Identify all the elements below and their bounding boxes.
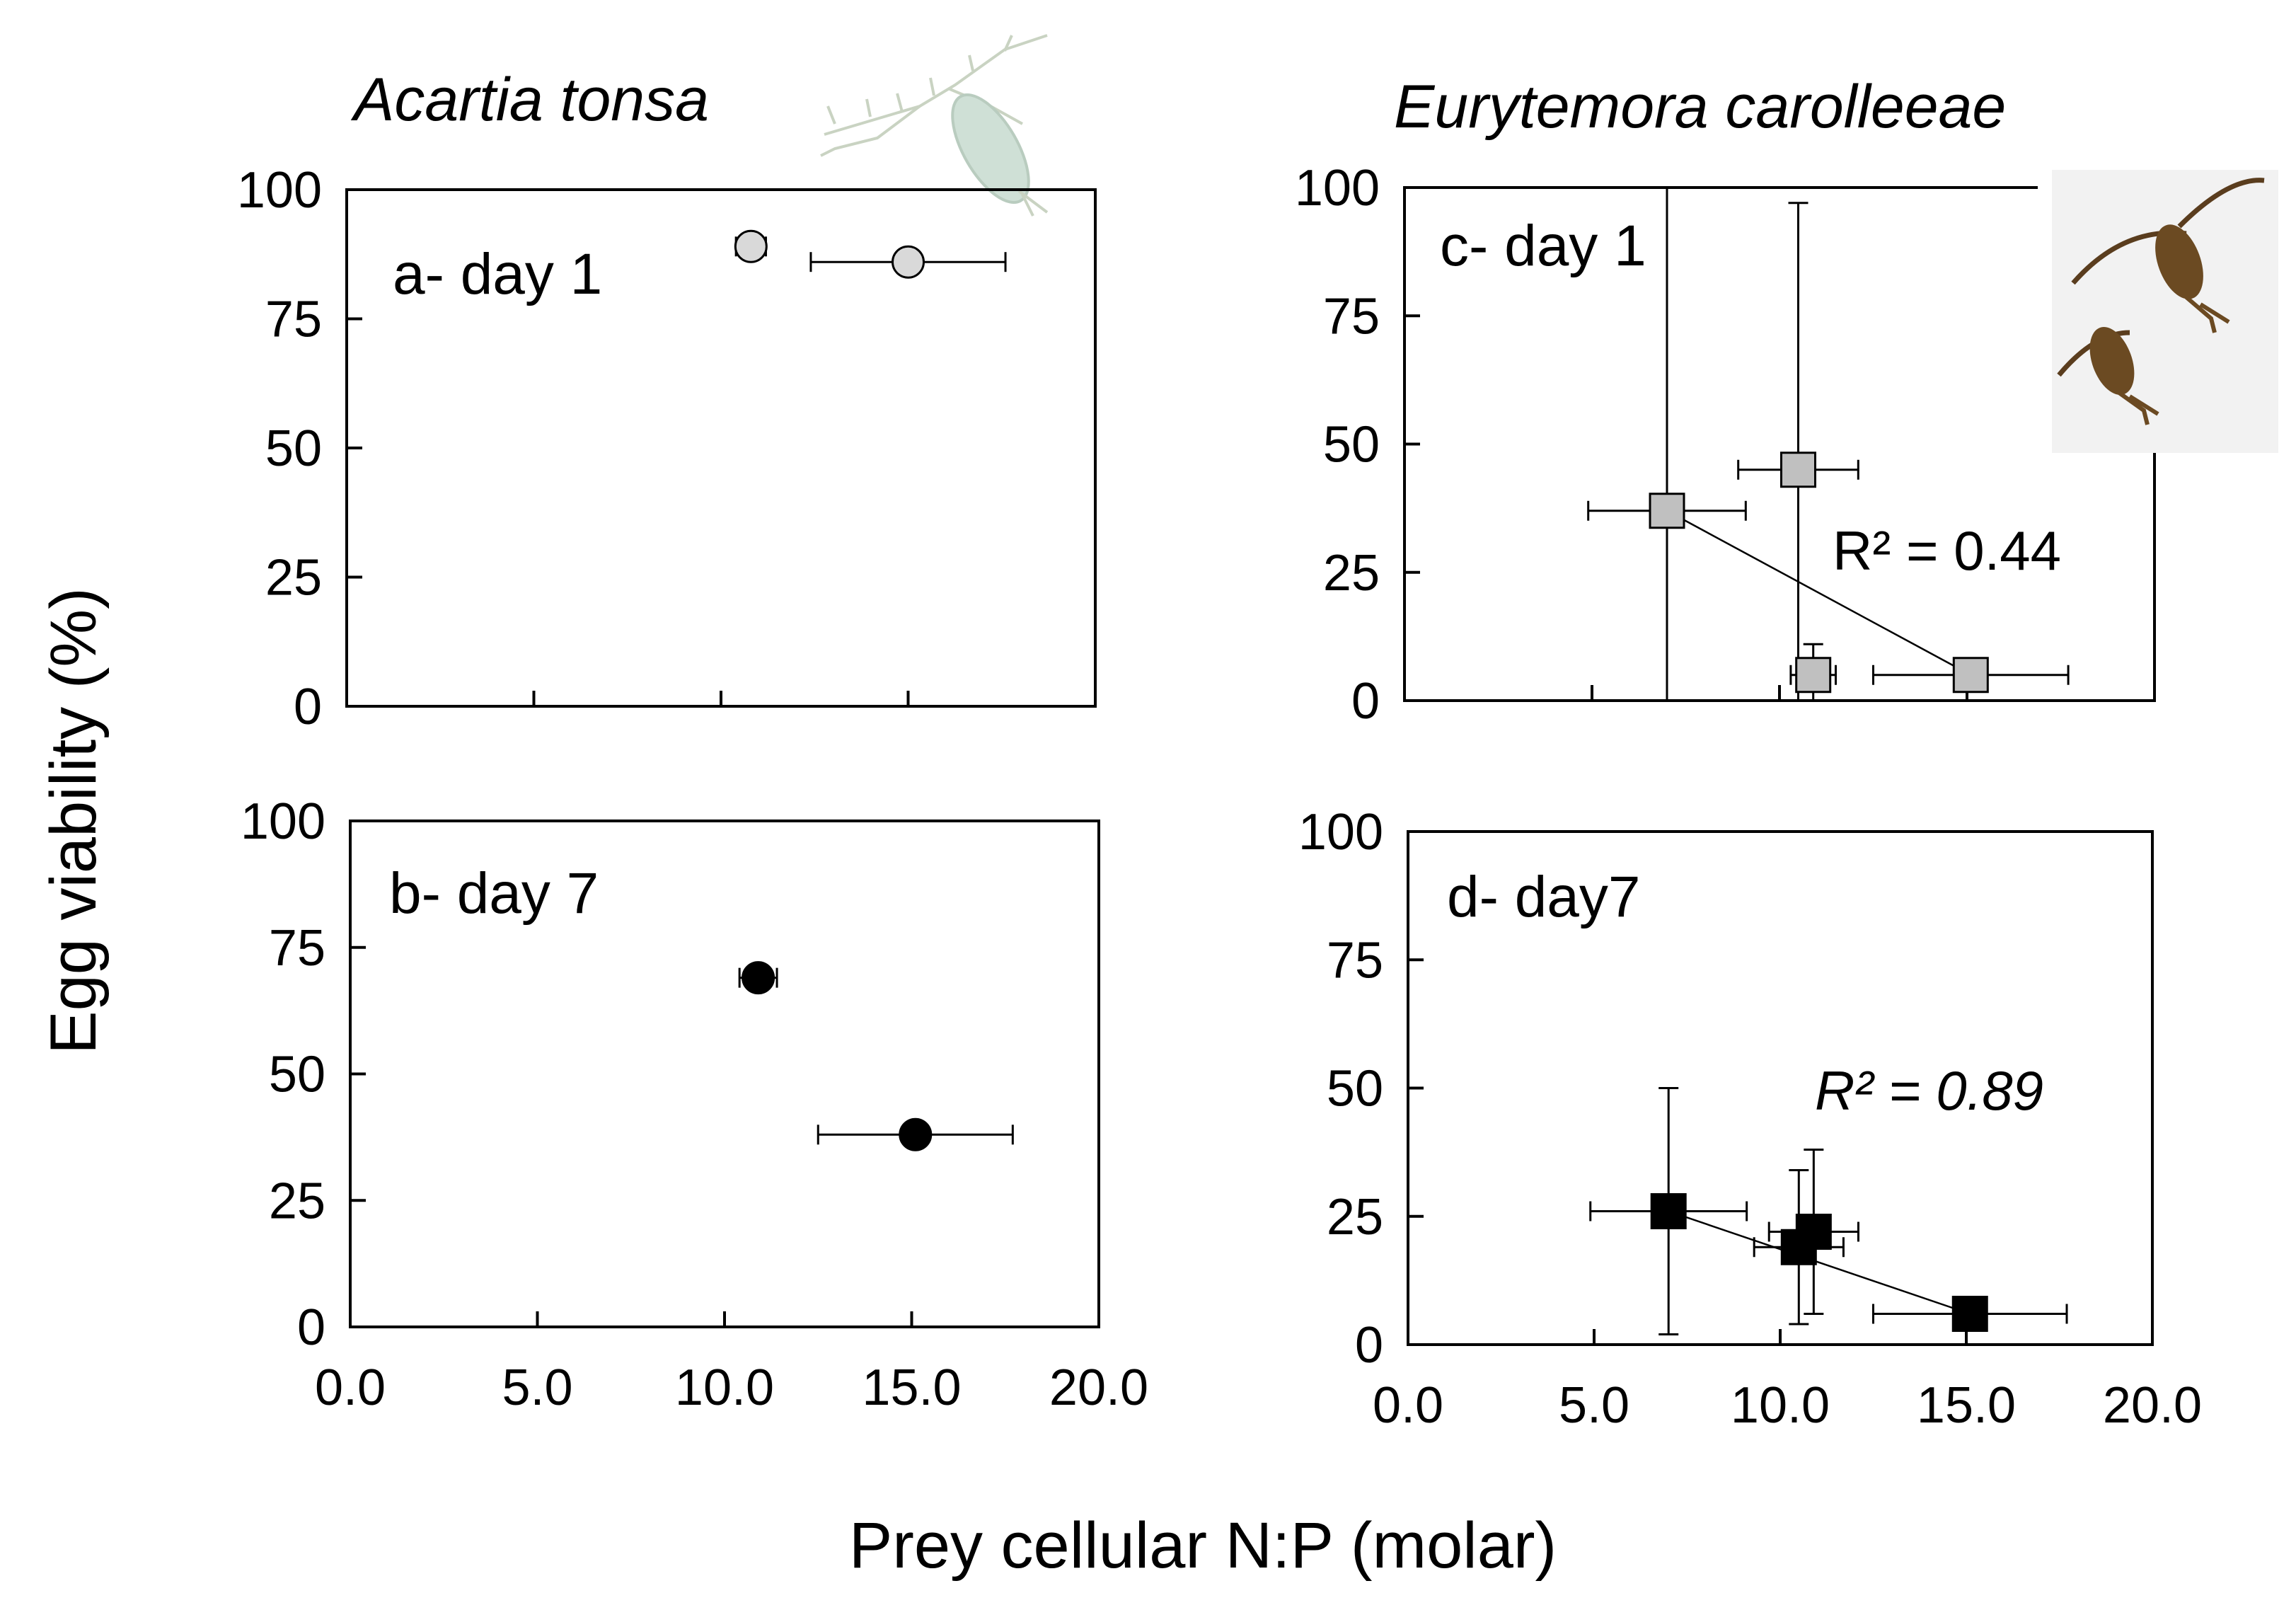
panel-c-label: c- day 1 [1440, 214, 1646, 278]
x-tick-label-b: 10.0 [675, 1359, 774, 1416]
y-tick-label-b: 100 [241, 793, 325, 850]
trendline-d [1668, 1210, 1971, 1315]
species-title-left: Acartia tonsa [350, 66, 709, 134]
acartia-copepod-icon [820, 34, 1049, 217]
y-tick-label-a: 50 [265, 420, 322, 477]
x-tick-label-d: 20.0 [2103, 1377, 2202, 1434]
y-tick-label-a: 0 [294, 679, 322, 735]
eurytemora-copepod-icon [2052, 170, 2278, 453]
x-tick-label-b: 5.0 [502, 1359, 572, 1416]
data-point-a-1 [892, 245, 925, 279]
data-point-c-1 [1780, 452, 1816, 488]
x-tick-label-b: 15.0 [862, 1359, 961, 1416]
data-point-c-0 [1649, 493, 1685, 529]
data-point-d-2 [1795, 1214, 1832, 1250]
data-point-a-0 [734, 229, 768, 263]
panel-a-label: a- day 1 [393, 242, 602, 306]
y-tick-label-d: 0 [1355, 1317, 1383, 1374]
x-tick-label-d: 5.0 [1559, 1377, 1629, 1434]
data-point-d-0 [1650, 1193, 1687, 1229]
y-tick-label-b: 50 [269, 1047, 325, 1103]
panel-a: a- day 1 0 25 50 75 100 [237, 162, 1097, 735]
panel-c-r2: R² = 0.44 [1833, 519, 2061, 582]
x-tick-label-d: 15.0 [1917, 1377, 2016, 1434]
y-tick-label-c: 0 [1351, 673, 1380, 730]
x-tick-label-b: 20.0 [1049, 1359, 1148, 1416]
y-tick-label-d: 50 [1327, 1061, 1383, 1117]
panel-d-r2: R² = 0.89 [1815, 1059, 2043, 1122]
y-tick-label-b: 0 [297, 1299, 325, 1356]
data-point-b-0 [742, 961, 775, 995]
y-tick-label-c: 25 [1323, 545, 1380, 602]
panel-b: b- day 7 0 25 50 75 100 0.0 5.0 10.0 15.0 20.0 [241, 793, 1148, 1416]
y-tick-label-c: 75 [1323, 288, 1380, 345]
panel-b-label: b- day 7 [389, 861, 599, 926]
y-tick-label-d: 75 [1327, 932, 1383, 989]
data-point-d-3 [1951, 1296, 1988, 1332]
panel-d-label: d- day7 [1447, 865, 1641, 929]
x-tick-label-b: 0.0 [315, 1359, 386, 1416]
y-tick-label-b: 75 [269, 920, 325, 977]
x-tick-label-d: 0.0 [1373, 1377, 1443, 1434]
y-tick-label-c: 100 [1295, 160, 1380, 217]
data-point-b-1 [899, 1117, 933, 1151]
x-tick-label-d: 10.0 [1731, 1377, 1830, 1434]
y-tick-label-a: 25 [265, 550, 322, 606]
y-tick-label-c: 50 [1323, 417, 1380, 473]
data-point-c-2 [1795, 657, 1832, 694]
species-title-right: Eurytemora carolleeae [1394, 73, 2006, 141]
panel-c: c- day 1 R² = 0.44 0 25 50 75 100 [1295, 160, 2156, 730]
y-tick-label-b: 25 [269, 1173, 325, 1229]
y-tick-label-d: 25 [1327, 1189, 1383, 1246]
trendline-c [1666, 510, 1971, 676]
x-axis-title: Prey cellular N:P (molar) [849, 1510, 1557, 1582]
y-tick-label-a: 100 [237, 162, 322, 219]
y-tick-label-d: 100 [1298, 804, 1383, 861]
panel-d: d- day7 R² = 0.89 0 25 50 75 100 0.0 5.0 10.0 15… [1298, 804, 2202, 1434]
y-tick-label-a: 75 [265, 292, 322, 348]
data-point-c-3 [1952, 657, 1989, 694]
y-axis-title: Egg viability (%) [38, 587, 110, 1054]
